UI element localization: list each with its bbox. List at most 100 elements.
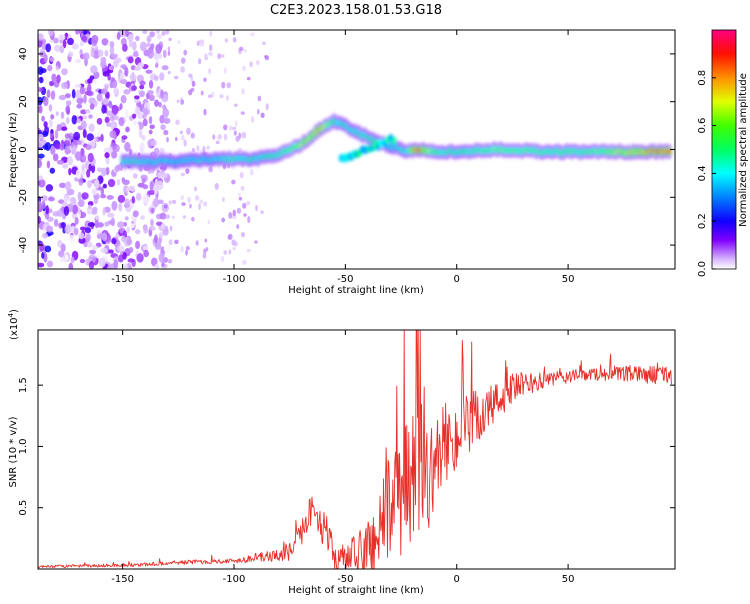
noise-blob: [49, 57, 55, 62]
noise-blob: [199, 41, 205, 47]
noise-blob: [165, 30, 170, 35]
noise-blob: [116, 178, 121, 186]
noise-blob: [98, 257, 106, 268]
noise-blob: [39, 242, 45, 252]
noise-blob: [155, 62, 159, 69]
noise-blob: [150, 207, 155, 214]
noise-blob: [88, 260, 95, 269]
noise-blob: [155, 43, 162, 54]
noise-blob: [118, 117, 125, 127]
noise-blob: [58, 250, 65, 258]
noise-blob: [166, 136, 169, 143]
noise-blob: [46, 160, 51, 169]
noise-blob: [86, 169, 91, 178]
noise-blob: [59, 44, 65, 54]
noise-blob: [194, 195, 200, 201]
noise-blob: [111, 200, 118, 211]
noise-blob: [43, 77, 49, 84]
noise-blob: [245, 200, 251, 206]
noise-blob: [45, 225, 54, 233]
noise-blob: [88, 204, 92, 210]
noise-blob: [156, 33, 162, 40]
noise-blob: [217, 53, 222, 60]
snr-scale-exponent: 4: [7, 312, 15, 317]
noise-blob: [217, 134, 223, 140]
noise-blob: [44, 141, 51, 151]
snr-scale-prefix: (x10: [9, 317, 20, 340]
noise-blob: [92, 50, 100, 59]
noise-blob: [59, 182, 67, 189]
snr-ytick-label: 0.5: [18, 500, 29, 516]
noise-blob: [62, 39, 67, 49]
noise-blob: [231, 239, 236, 246]
noise-blob: [96, 167, 103, 173]
noise-blob: [180, 172, 185, 177]
noise-blob: [107, 178, 116, 188]
noise-blob: [38, 179, 46, 188]
noise-blob: [179, 130, 183, 135]
noise-blob: [120, 94, 127, 104]
noise-blob: [54, 44, 61, 53]
noise-blob: [81, 164, 85, 173]
noise-blob: [142, 30, 148, 35]
noise-blob: [158, 101, 162, 108]
noise-blob: [85, 233, 91, 242]
noise-blob: [231, 126, 237, 131]
noise-blob: [91, 34, 99, 44]
noise-blob: [207, 220, 211, 225]
noise-blob: [154, 188, 158, 195]
noise-blob: [148, 189, 156, 196]
noise-blob: [148, 79, 154, 89]
noise-blob: [202, 252, 207, 259]
noise-blob: [111, 238, 117, 245]
noise-blob: [117, 221, 125, 228]
noise-blob: [87, 222, 96, 228]
noise-blob: [240, 232, 246, 238]
noise-blob: [221, 81, 226, 89]
noise-blob: [163, 204, 168, 209]
noise-blob: [141, 134, 146, 141]
noise-blob: [139, 84, 145, 90]
noise-blob: [91, 210, 98, 215]
noise-blob: [101, 167, 107, 177]
noise-blob: [133, 95, 140, 100]
noise-blob: [81, 155, 86, 162]
noise-blob: [148, 94, 155, 102]
noise-blob: [162, 108, 170, 118]
noise-blob: [148, 173, 156, 179]
noise-blob: [60, 111, 65, 120]
noise-blob: [51, 73, 57, 82]
noise-blob: [89, 103, 95, 110]
noise-blob: [133, 217, 137, 226]
noise-blob: [243, 49, 247, 53]
noise-blob: [38, 76, 44, 84]
noise-blob: [109, 130, 117, 139]
noise-blob: [135, 35, 140, 41]
noise-blob: [66, 226, 72, 233]
spectrogram-ytick-label: 0: [18, 146, 29, 152]
noise-blob: [101, 232, 108, 242]
noise-blob: [240, 111, 245, 115]
noise-blob: [63, 140, 70, 146]
noise-blob: [38, 33, 44, 41]
noise-blob: [65, 105, 71, 115]
noise-blob: [75, 169, 82, 179]
noise-blob: [55, 65, 59, 71]
noise-blob: [168, 37, 172, 42]
noise-blob: [45, 204, 49, 215]
noise-blob: [38, 140, 44, 148]
noise-blob: [135, 240, 141, 250]
noise-blob: [132, 173, 138, 179]
noise-blob: [50, 90, 56, 100]
noise-blob: [208, 44, 213, 52]
noise-blob: [124, 141, 131, 152]
noise-blob: [238, 132, 242, 140]
noise-blob: [78, 178, 84, 186]
noise-blob: [86, 133, 95, 141]
noise-blob: [87, 152, 94, 163]
noise-blob: [150, 43, 155, 50]
noise-blob: [87, 180, 92, 189]
noise-blob: [246, 76, 251, 81]
noise-blob: [223, 250, 228, 255]
noise-blob: [107, 212, 115, 218]
